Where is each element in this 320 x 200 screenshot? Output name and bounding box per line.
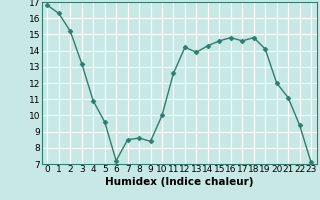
X-axis label: Humidex (Indice chaleur): Humidex (Indice chaleur) bbox=[105, 177, 253, 187]
